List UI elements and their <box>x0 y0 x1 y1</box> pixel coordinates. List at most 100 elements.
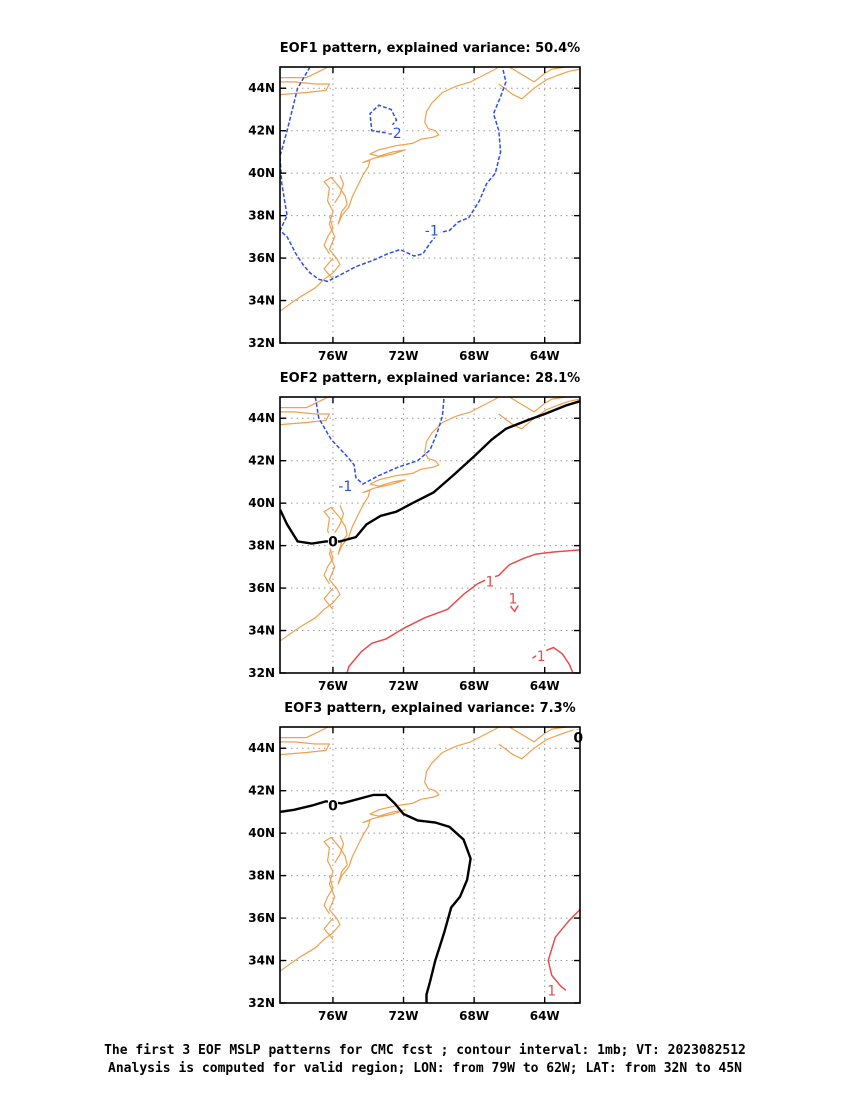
coastline-5 <box>323 545 334 585</box>
contour-line-2 <box>346 549 580 673</box>
coastline-0 <box>280 727 500 972</box>
contour-line-0 <box>280 793 472 1003</box>
contour-label-bg-2 <box>546 982 557 998</box>
gridlines <box>280 727 580 1004</box>
y-tick-label: 44N <box>248 411 275 425</box>
coastline-1 <box>280 741 330 756</box>
eof1-panel: EOF1 pattern, explained variance: 50.4% -… <box>248 41 581 363</box>
coastline-7 <box>323 587 334 610</box>
y-tick-label: 42N <box>248 124 275 138</box>
contour-label-bg-0 <box>327 797 338 813</box>
gridlines <box>280 67 580 344</box>
coastline-4 <box>498 398 580 430</box>
contour-label-3: 1 <box>508 592 517 608</box>
y-tick-label: 32N <box>248 336 275 350</box>
coastline-5 <box>323 215 334 255</box>
x-tick-label: 64W <box>530 679 560 693</box>
contours <box>280 67 507 283</box>
axis-ticks: 76W 72W 68W 64W 32N 34N 36N 38N 40N 42N 44N <box>248 397 580 693</box>
coastline-2 <box>280 397 328 409</box>
contour-labels: -1 -2 <box>385 124 441 239</box>
contour-label-1: 0 <box>328 534 338 550</box>
y-tick-label: 36N <box>248 251 275 265</box>
caption-line-1: The first 3 EOF MSLP patterns for CMC fc… <box>104 1043 746 1058</box>
contours <box>280 397 580 673</box>
contour-label-0: 0 <box>328 799 338 815</box>
y-tick-label: 40N <box>248 826 275 840</box>
coastline-3 <box>509 727 566 743</box>
eof3-title: EOF3 pattern, explained variance: 7.3% <box>284 701 575 716</box>
eof2-panel: EOF2 pattern, explained variance: 28.1% -… <box>248 371 581 693</box>
y-tick-label: 32N <box>248 666 275 680</box>
contour-label-1: -2 <box>388 126 402 142</box>
coastlines <box>280 727 580 972</box>
axis-ticks: 76W 72W 68W 64W 32N 34N 36N 38N 40N 42N 44N <box>248 67 580 363</box>
contour-label-2: 1 <box>486 575 495 591</box>
eof1-title: EOF1 pattern, explained variance: 50.4% <box>280 41 580 56</box>
coastline-6 <box>334 505 345 534</box>
coastline-3 <box>509 397 566 413</box>
coastline-1 <box>280 411 330 426</box>
contour-label-bg-1 <box>573 729 584 745</box>
contour-line-0 <box>314 397 445 485</box>
coastline-7 <box>323 257 334 280</box>
contour-label-bg-3 <box>507 590 518 606</box>
axis-ticks: 76W 72W 68W 64W 32N 34N 36N 38N 40N 42N 44N <box>248 727 580 1023</box>
y-tick-label: 36N <box>248 911 275 925</box>
contour-label-4: 1 <box>537 649 546 665</box>
eof2-title: EOF2 pattern, explained variance: 28.1% <box>280 371 580 386</box>
coastline-2 <box>280 727 328 739</box>
x-tick-label: 76W <box>318 679 348 693</box>
y-tick-label: 36N <box>248 581 275 595</box>
y-tick-label: 38N <box>248 869 275 883</box>
coastline-1 <box>280 81 330 96</box>
y-tick-label: 34N <box>248 294 275 308</box>
contour-label-bg-0 <box>336 478 355 494</box>
y-tick-label: 34N <box>248 954 275 968</box>
x-tick-label: 72W <box>389 349 419 363</box>
contour-label-bg-0 <box>422 222 441 238</box>
coastline-6 <box>334 835 345 864</box>
gridlines <box>280 397 580 674</box>
x-tick-label: 68W <box>459 1009 489 1023</box>
coastline-4 <box>498 68 580 100</box>
x-tick-label: 64W <box>530 1009 560 1023</box>
x-tick-label: 68W <box>459 679 489 693</box>
x-tick-label: 72W <box>389 679 419 693</box>
y-tick-label: 34N <box>248 624 275 638</box>
contour-label-0: -1 <box>338 479 352 495</box>
plot-frame <box>279 396 581 674</box>
y-tick-label: 38N <box>248 209 275 223</box>
contour-label-bg-1 <box>385 124 404 140</box>
contour-label-1: 0 <box>573 731 583 747</box>
coastlines <box>280 67 580 312</box>
contour-label-bg-4 <box>536 648 547 664</box>
y-tick-label: 38N <box>248 539 275 553</box>
y-tick-label: 32N <box>248 996 275 1010</box>
coastline-0 <box>280 67 500 312</box>
y-tick-label: 42N <box>248 784 275 798</box>
contour-label-2: 1 <box>547 983 556 999</box>
coastline-4 <box>498 728 580 760</box>
y-tick-label: 44N <box>248 81 275 95</box>
y-tick-label: 40N <box>248 496 275 510</box>
coastline-3 <box>509 67 566 83</box>
coastline-5 <box>323 875 334 915</box>
caption-line-2: Analysis is computed for valid region; L… <box>108 1061 742 1076</box>
contour-line-1 <box>280 400 580 545</box>
coastlines <box>280 397 580 642</box>
coastline-0 <box>280 397 500 642</box>
coastline-7 <box>323 917 334 940</box>
coastline-2 <box>280 67 328 79</box>
coastline-6 <box>334 175 345 204</box>
x-tick-label: 68W <box>459 349 489 363</box>
contour-labels: 0 0 1 <box>327 729 584 999</box>
x-tick-label: 76W <box>318 349 348 363</box>
y-tick-label: 40N <box>248 166 275 180</box>
plot-frame <box>279 66 581 344</box>
contour-label-0: -1 <box>425 223 439 239</box>
contour-line-2 <box>547 909 580 991</box>
y-tick-label: 42N <box>248 454 275 468</box>
